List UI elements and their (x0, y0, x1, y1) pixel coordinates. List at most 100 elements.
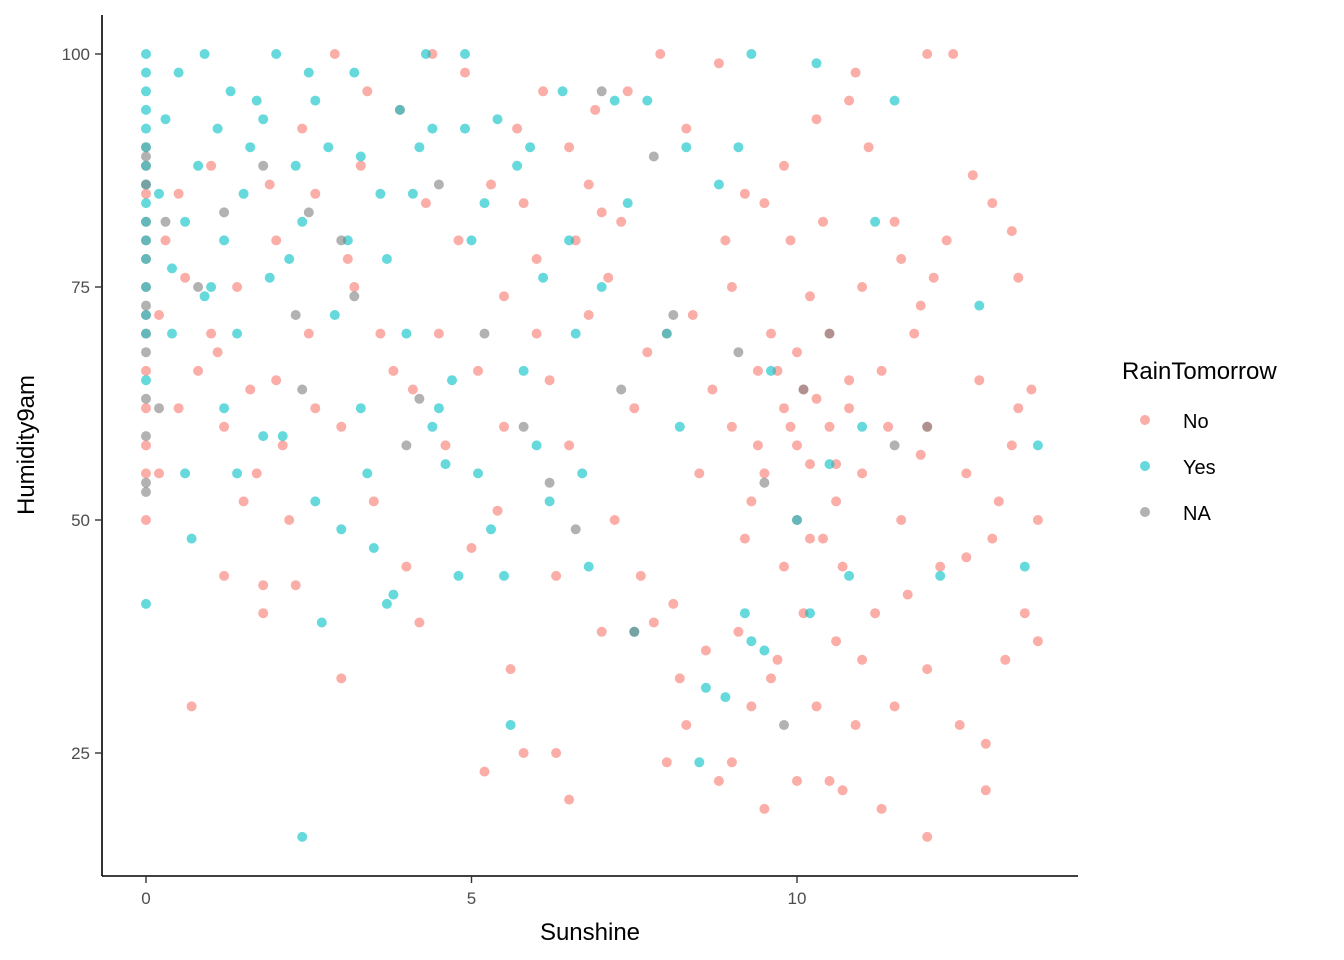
point-yes-75 (609, 95, 620, 106)
point-yes-88 (805, 608, 815, 619)
point-no-62 (661, 757, 672, 768)
point-na-1 (141, 477, 151, 488)
point-no-121 (980, 738, 991, 749)
point-no-91 (818, 533, 828, 544)
point-yes-41 (316, 617, 327, 628)
point-no-69 (726, 757, 737, 768)
x-tick-label-0: 0 (141, 889, 150, 908)
point-no-181 (212, 347, 223, 358)
point-no-167 (687, 310, 698, 320)
point-no-23 (219, 570, 230, 581)
point-no-188 (583, 179, 594, 190)
point-na-17 (349, 291, 360, 302)
point-na-13 (290, 310, 301, 320)
point-yes-93 (889, 95, 900, 106)
point-no-190 (720, 235, 731, 246)
point-no-17 (173, 403, 184, 414)
point-yes-53 (401, 328, 412, 339)
point-no-156 (668, 598, 679, 609)
point-no-102 (857, 468, 868, 479)
point-no-95 (831, 496, 842, 507)
point-na-3 (141, 393, 151, 404)
point-no-148 (486, 179, 496, 190)
point-no-116 (948, 49, 959, 59)
point-no-169 (603, 272, 614, 283)
point-no-189 (616, 216, 627, 227)
point-yes-38 (297, 831, 308, 842)
point-yes-81 (700, 682, 711, 693)
point-yes-23 (193, 160, 204, 171)
point-no-164 (915, 449, 926, 460)
x-tick-label-10: 10 (788, 889, 807, 908)
point-no-77 (766, 328, 776, 339)
point-na-10 (193, 282, 204, 292)
point-no-37 (336, 421, 347, 432)
point-no-146 (538, 86, 549, 97)
point-no-101 (857, 654, 868, 665)
point-na-6 (141, 179, 151, 190)
point-yes-119 (479, 198, 490, 209)
point-no-145 (564, 142, 575, 153)
point-yes-80 (694, 757, 705, 768)
y-axis-title: Humidity9am (13, 375, 40, 515)
point-na-18 (401, 440, 412, 451)
point-no-149 (460, 67, 470, 78)
legend-swatch-yes (1140, 461, 1150, 471)
point-no-124 (1000, 654, 1011, 665)
point-yes-16 (141, 49, 151, 59)
point-no-123 (987, 198, 998, 209)
point-na-26 (616, 384, 627, 395)
point-no-200 (844, 403, 855, 414)
point-yes-100 (713, 179, 724, 190)
point-no-144 (590, 104, 601, 115)
point-yes-26 (212, 123, 223, 134)
point-no-29 (258, 580, 269, 591)
point-yes-52 (394, 104, 405, 115)
x-ticks: 0 5 10 (141, 876, 806, 908)
point-no-176 (375, 328, 386, 339)
point-no-2 (141, 440, 151, 451)
point-no-187 (518, 198, 529, 209)
point-no-84 (792, 440, 802, 451)
point-no-87 (805, 459, 815, 470)
legend-swatch-na (1140, 507, 1150, 517)
point-yes-61 (460, 123, 470, 134)
point-no-117 (954, 720, 965, 730)
point-yes-50 (381, 598, 392, 609)
point-no-33 (290, 580, 301, 591)
point-no-125 (1006, 440, 1017, 451)
point-no-32 (284, 515, 295, 525)
point-no-64 (674, 673, 685, 684)
point-yes-8 (141, 198, 151, 209)
point-no-160 (902, 589, 913, 600)
point-no-21 (206, 328, 217, 339)
point-yes-15 (141, 67, 151, 78)
point-yes-94 (935, 570, 946, 581)
point-no-172 (499, 291, 509, 302)
point-no-162 (993, 496, 1004, 507)
point-yes-92 (870, 216, 881, 227)
point-na-28 (648, 151, 659, 162)
point-no-109 (909, 328, 920, 339)
point-na-2 (141, 431, 151, 442)
point-no-105 (876, 803, 887, 814)
point-yes-104 (460, 49, 470, 59)
point-no-65 (681, 720, 692, 730)
point-no-152 (362, 86, 373, 97)
point-na-16 (336, 235, 347, 246)
point-yes-85 (759, 645, 770, 656)
point-yes-98 (746, 49, 757, 59)
point-no-47 (492, 505, 503, 516)
point-no-99 (844, 95, 855, 106)
point-no-90 (811, 393, 822, 404)
point-yes-20 (173, 67, 184, 78)
point-no-202 (805, 533, 815, 544)
point-no-179 (277, 440, 288, 451)
point-no-119 (974, 375, 985, 386)
point-na-11 (219, 207, 230, 218)
point-yes-10 (141, 160, 151, 171)
point-yes-68 (518, 365, 529, 376)
point-no-103 (857, 282, 868, 292)
point-no-173 (473, 365, 483, 376)
